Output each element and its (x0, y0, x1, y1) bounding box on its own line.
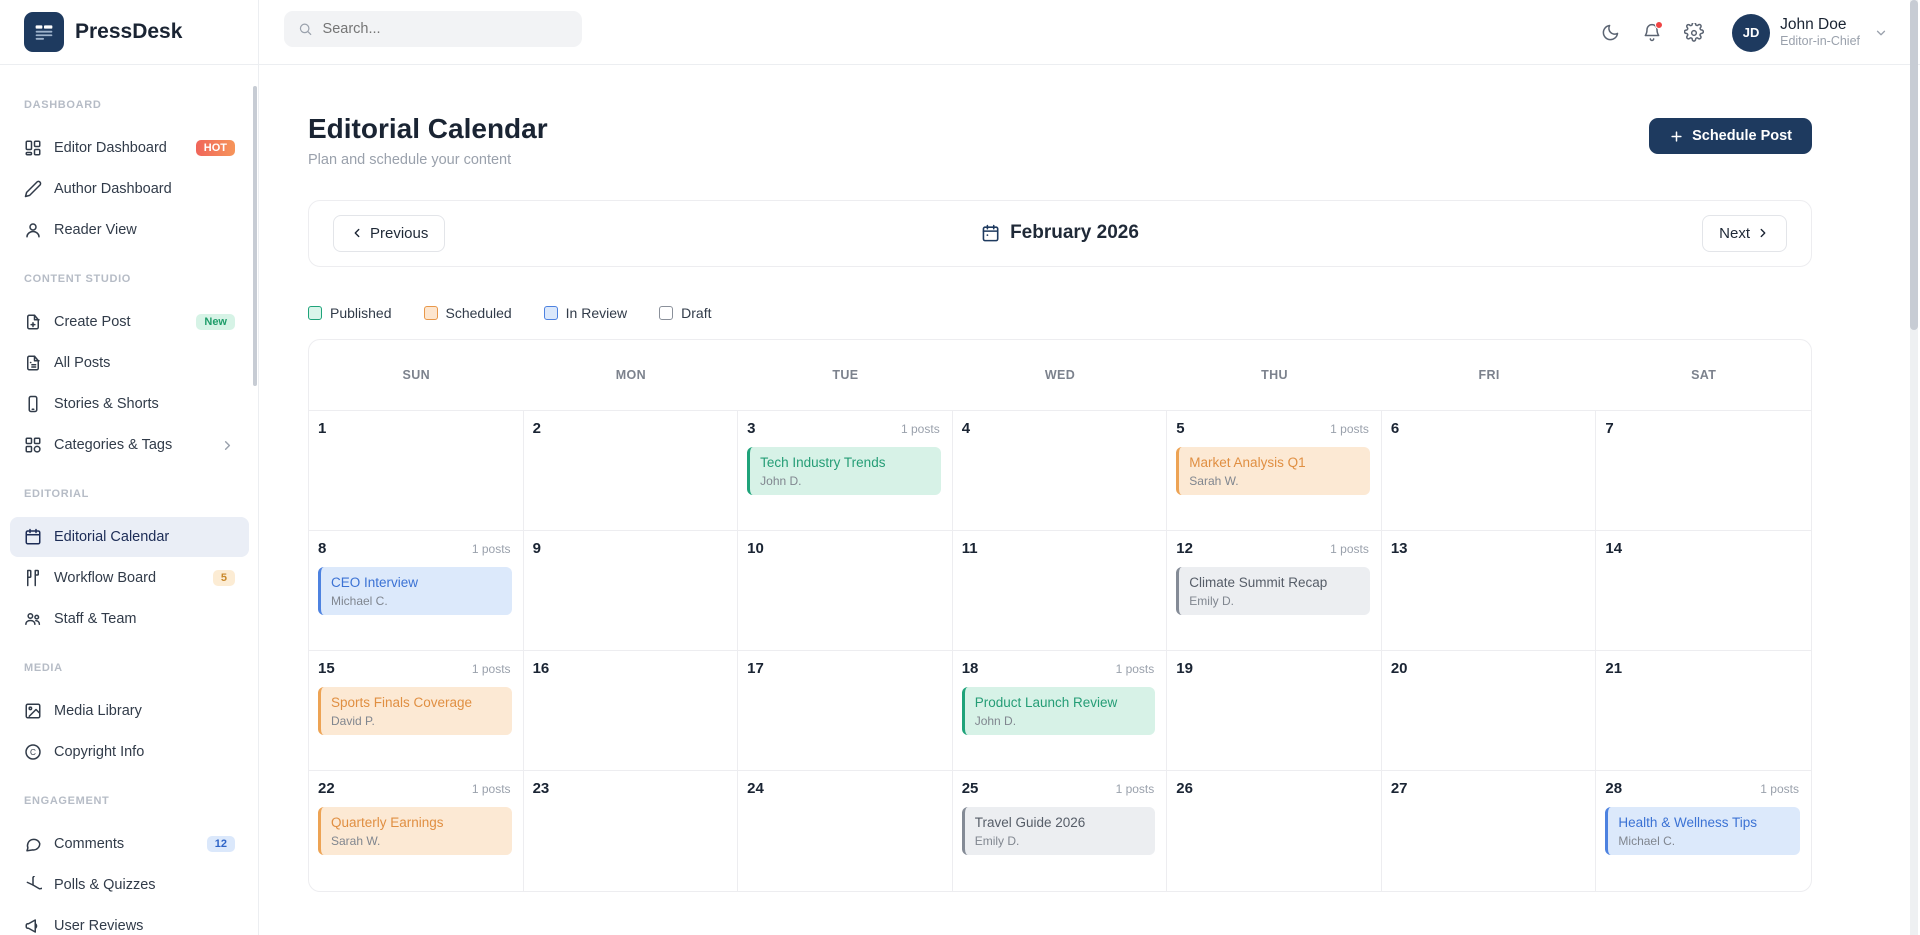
svg-text:C: C (30, 748, 36, 757)
